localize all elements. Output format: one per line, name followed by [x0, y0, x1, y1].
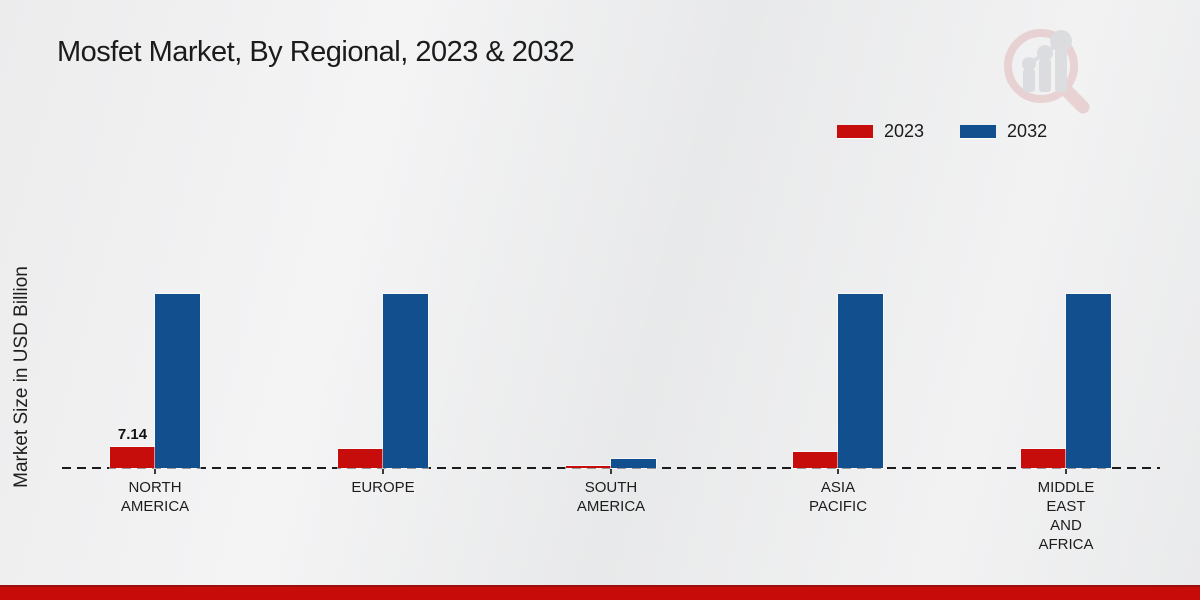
y-axis-label: Market Size in USD Billion — [11, 266, 32, 488]
legend-label: 2032 — [1007, 121, 1048, 141]
bar-2032-north-america — [154, 293, 201, 469]
x-axis-category-south-america: SOUTH AMERICA — [576, 479, 646, 515]
x-axis-tick — [1065, 469, 1067, 474]
chart-title: Mosfet Market, By Regional, 2023 & 2032 — [57, 36, 575, 68]
bar-2023-middle-east-and-africa — [1020, 448, 1067, 469]
x-axis-baseline — [62, 467, 1160, 469]
x-axis-category-north-america: NORTH AMERICA — [120, 479, 190, 515]
x-axis-tick — [610, 469, 612, 474]
legend-swatch-2032 — [960, 125, 997, 138]
legend-label: 2023 — [884, 121, 925, 141]
bar-2023-south-america — [565, 465, 612, 469]
legend-swatch-2023 — [837, 125, 873, 138]
x-axis-category-middle-east-and-africa: MIDDLE EAST AND AFRICA — [1037, 479, 1095, 553]
bar-2032-middle-east-and-africa — [1065, 293, 1112, 469]
magnifier-growth-chart-logo-icon — [995, 26, 1095, 118]
x-axis-tick — [154, 469, 156, 474]
legend: 2023 2032 — [837, 121, 1047, 142]
bar-2032-asia-pacific — [837, 293, 884, 469]
bar-2032-europe — [382, 293, 429, 469]
x-axis-category-europe: EUROPE — [351, 479, 415, 496]
bar-2023-asia-pacific — [792, 451, 839, 469]
bar-2023-north-america — [109, 446, 156, 469]
x-axis-tick — [382, 469, 384, 474]
legend-item-2023: 2023 — [837, 121, 924, 142]
bar-2032-south-america — [610, 458, 657, 469]
footer-accent-bar — [0, 585, 1200, 600]
bar-2023-europe — [337, 448, 384, 469]
legend-item-2032: 2032 — [960, 121, 1047, 142]
x-axis-tick — [837, 469, 839, 474]
data-label-2023-north-america: 7.14 — [117, 426, 148, 443]
x-axis-category-asia-pacific: ASIA PACIFIC — [808, 479, 868, 515]
